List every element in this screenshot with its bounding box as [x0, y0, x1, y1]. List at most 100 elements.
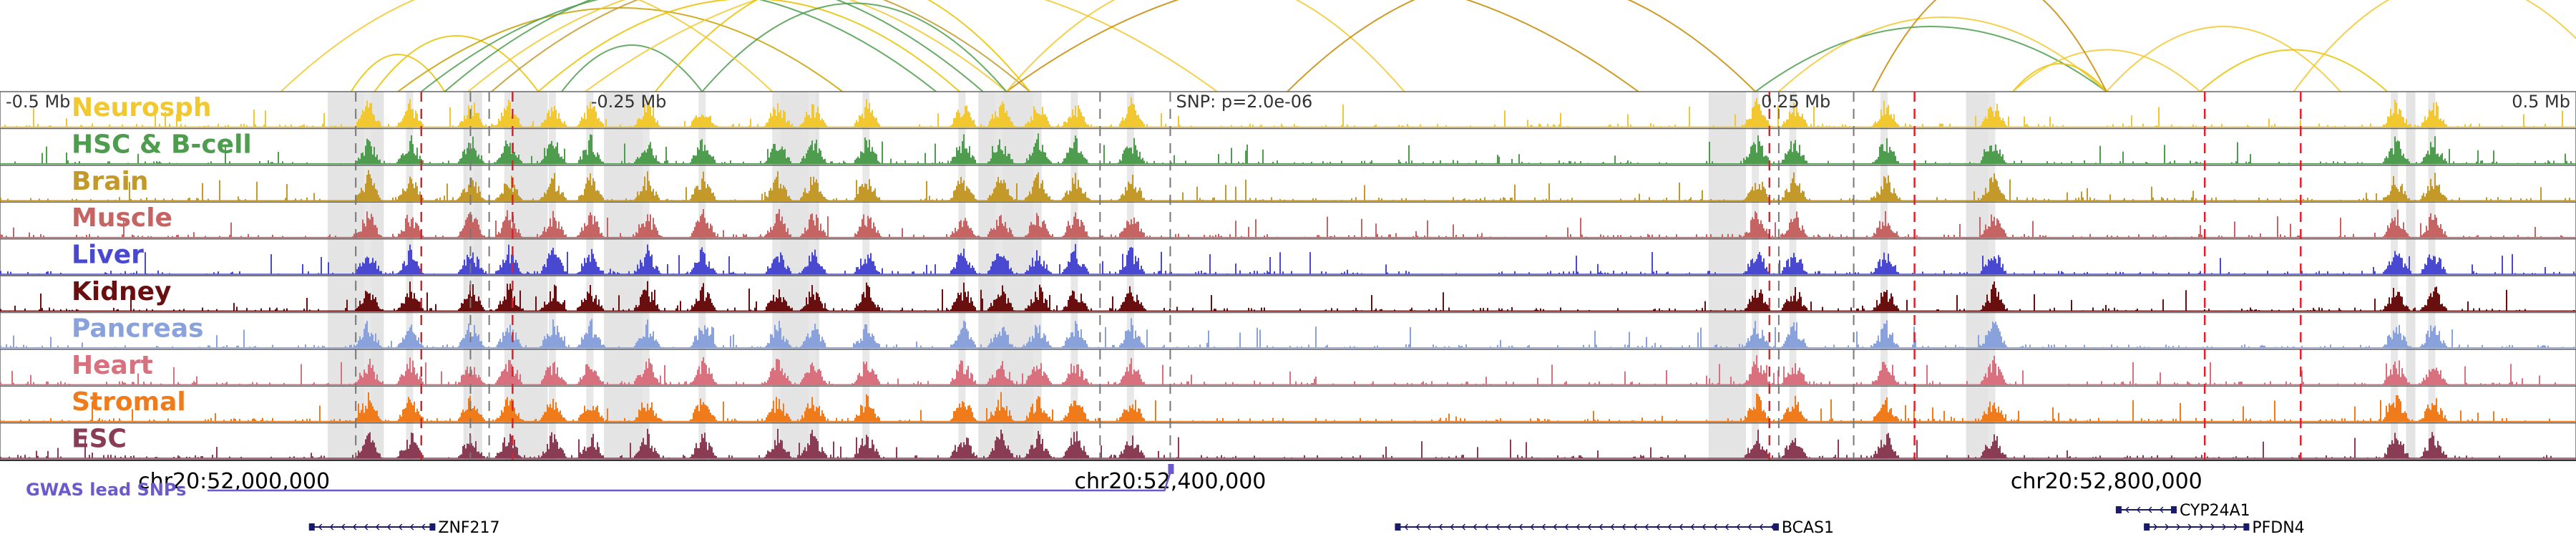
strand-arrow: [1404, 523, 1408, 531]
signal-pancreas: [0, 318, 2576, 348]
relative-tick-label: -0.25 Mb: [591, 92, 667, 112]
loop-arc: [655, 0, 1030, 92]
loop-arc: [1287, 0, 1756, 92]
loop-arc: [1778, 16, 2107, 92]
strand-arrow: [1690, 523, 1694, 531]
track-frame: [0, 275, 2576, 314]
loop-arc: [2106, 26, 2341, 92]
strand-arrow: [1507, 523, 1511, 531]
strand-arrow: [1450, 523, 1454, 531]
track-label: Stromal: [72, 387, 186, 417]
coordinate-axis: chr20:52,000,000 chr20:52,400,000 chr20:52…: [0, 460, 2576, 494]
strand-arrow: [2165, 523, 2170, 531]
strand-arrow: [1438, 523, 1443, 531]
signal-hsc-b-cell: [0, 133, 2576, 164]
arc-layer: [280, 0, 2576, 92]
strand-arrow: [1759, 523, 1763, 531]
track-frame: [0, 127, 2576, 166]
loop-arc: [1005, 0, 1405, 92]
gene-label: PFDN4: [2252, 519, 2304, 537]
signal-heart: [0, 355, 2576, 385]
track-frame: [0, 201, 2576, 240]
loop-arc: [467, 0, 1008, 92]
coordinate-label: chr20:52,800,000: [2011, 469, 2202, 494]
track-frame: [0, 385, 2576, 424]
strand-arrow: [1576, 523, 1580, 531]
signal-brain: [0, 170, 2576, 201]
strand-arrow: [1667, 523, 1672, 531]
strand-arrow: [1633, 523, 1637, 531]
strand-arrow: [1541, 523, 1546, 531]
signal-esc: [0, 428, 2576, 458]
snp-annotation: SNP: p=2.0e-06: [1176, 92, 1312, 112]
strand-arrow: [1656, 523, 1660, 531]
strand-arrow: [364, 523, 369, 531]
track-frame: [0, 349, 2576, 387]
loop-arc: [2012, 49, 2201, 92]
loop-arc: [421, 0, 937, 92]
strand-arrow: [1553, 523, 1557, 531]
loop-arc: [561, 44, 703, 92]
signal-muscle: [0, 208, 2576, 238]
strand-arrow: [386, 523, 391, 531]
gene-exon: [2170, 506, 2177, 513]
gene-exon: [429, 523, 436, 531]
loop-arc: [397, 7, 844, 92]
gene-exon: [2243, 523, 2250, 531]
signal-neurosph: [0, 97, 2576, 127]
strand-arrow: [409, 523, 414, 531]
gene-exon: [1395, 523, 1401, 531]
loop-arc: [2199, 49, 2388, 92]
strand-arrow: [1610, 523, 1614, 531]
loop-arc: [374, 35, 540, 92]
loop-arc: [1005, 0, 1639, 92]
track-label: Pancreas: [72, 314, 204, 343]
loop-arc: [491, 0, 1030, 92]
track-label: Muscle: [72, 203, 172, 233]
strand-arrow: [2233, 523, 2238, 531]
loop-arc: [2012, 63, 2107, 92]
strand-arrow: [318, 523, 323, 531]
strand-arrow: [2147, 506, 2152, 513]
strand-arrow: [1530, 523, 1534, 531]
strand-arrow: [329, 523, 334, 531]
strand-arrow: [1679, 523, 1683, 531]
signal-kidney: [0, 281, 2576, 311]
strand-arrow: [1484, 523, 1488, 531]
loop-arc: [350, 54, 446, 92]
strand-arrow: [2176, 523, 2181, 531]
track-label: ESC: [72, 425, 127, 454]
strand-arrow: [2124, 506, 2129, 513]
strand-arrow: [1473, 523, 1477, 531]
gene-label: ZNF217: [438, 519, 499, 537]
signal-liver: [0, 243, 2576, 274]
signal-stromal: [0, 392, 2576, 422]
strand-arrow: [398, 523, 403, 531]
strand-arrow: [1736, 523, 1740, 531]
strand-arrow: [1415, 523, 1420, 531]
strand-arrow: [1621, 523, 1626, 531]
relative-tick-label: 0.5 Mb: [2512, 92, 2570, 112]
track-label: Brain: [72, 167, 148, 196]
strand-arrow: [1587, 523, 1591, 531]
strand-arrow: [2210, 523, 2215, 531]
gene-exon: [1772, 523, 1779, 531]
track-label: Heart: [72, 351, 153, 380]
gwas-connector: [208, 472, 1171, 492]
track-frame: [0, 422, 2576, 460]
strand-arrow: [352, 523, 357, 531]
track-frame: [0, 238, 2576, 276]
strand-arrow: [2153, 523, 2158, 531]
strand-arrow: [2199, 523, 2204, 531]
track-label: HSC & B-cell: [72, 130, 252, 159]
strand-arrow: [1564, 523, 1568, 531]
strand-arrow: [1496, 523, 1500, 531]
relative-ticks: -0.5 Mb -0.25 Mb 0.25 Mb 0.5 Mb: [6, 92, 2570, 112]
track-frame: [0, 165, 2576, 203]
strand-arrow: [2222, 523, 2227, 531]
strand-arrow: [1461, 523, 1465, 531]
gwas-track: GWAS lead SNPs: [26, 464, 1174, 500]
loop-arc: [2293, 0, 2576, 92]
gene-label: BCAS1: [1782, 519, 1834, 537]
